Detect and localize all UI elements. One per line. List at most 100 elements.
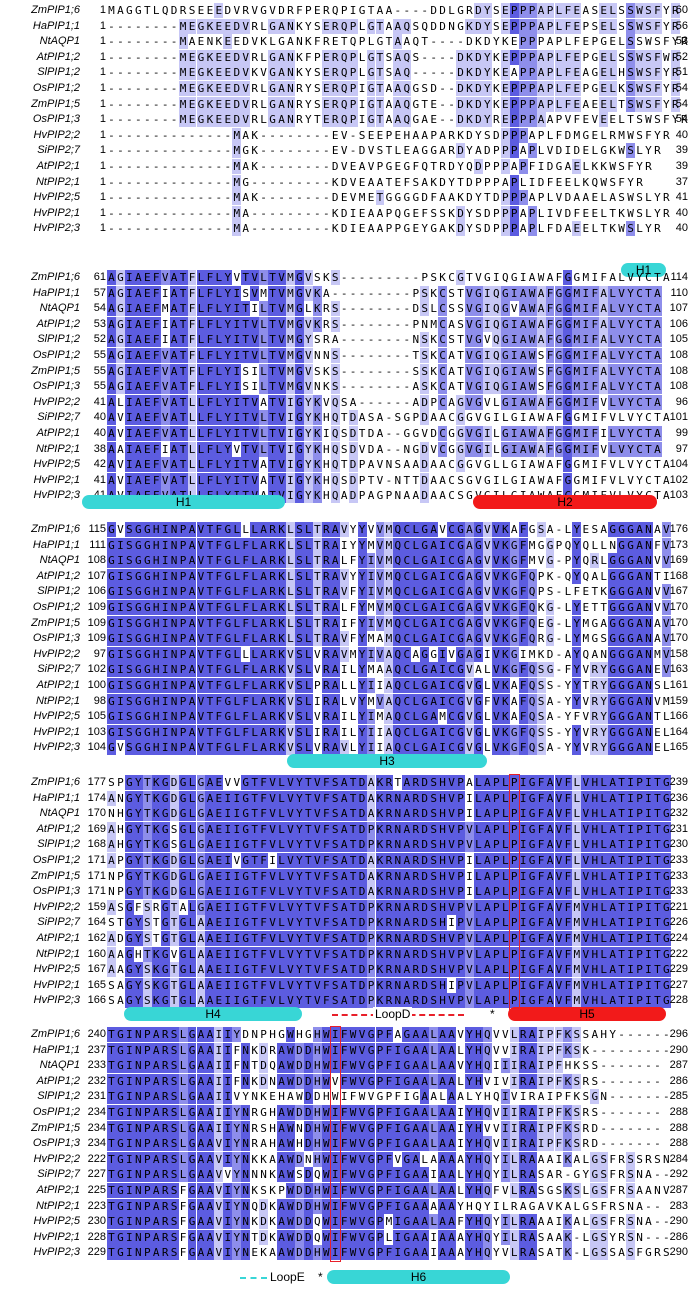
residue: N [286,18,295,34]
residue: M [367,538,376,553]
residue: N [644,740,653,756]
residue: P [518,34,528,50]
residue: V [339,740,349,756]
residue: Y [223,332,233,348]
residue: P [590,34,599,49]
residue: S [124,693,134,709]
residue: V [661,662,671,678]
residue: N [313,379,322,394]
residue: V [465,977,474,993]
residue: G [473,537,483,553]
sequence-name: HvPIP2;2 [0,128,80,143]
residue: L [617,457,626,472]
residue: N [393,962,403,978]
residue: W [321,1214,331,1230]
residue: A [581,97,590,112]
residue: R [152,900,161,915]
residue: D [303,1136,313,1152]
residue: H [151,553,161,569]
residue: R [250,97,259,112]
residue: F [339,1183,349,1198]
residue: G [366,1058,376,1074]
residue: L [214,270,224,285]
residue: I [500,1058,510,1074]
residue: F [653,538,662,553]
residue: H [590,977,600,993]
residue: G [124,868,134,884]
residue: G [420,693,430,709]
residue: H [438,915,448,931]
residue: T [653,270,662,285]
residue: G [366,1120,376,1136]
residue: V [653,600,662,615]
residue: V [312,931,322,946]
residue: L [232,600,242,615]
residue: S [653,678,662,693]
residue: A [545,931,555,946]
residue: E [187,18,197,34]
residue: A [107,301,116,317]
residue: A [608,270,617,285]
residue: S [572,1105,582,1120]
residue: F [205,379,215,395]
residue: T [142,868,152,884]
residue: A [107,441,116,457]
residue: D [357,868,367,884]
residue: A [518,332,528,348]
residue: I [124,285,134,301]
residue: P [456,977,465,993]
residue: K [563,1027,573,1042]
residue: A [518,363,528,379]
end-position: 284 [648,1152,688,1167]
residue: E [331,143,340,158]
residue: V [160,363,170,379]
residue: L [473,837,483,853]
end-position: 169 [648,553,688,568]
residue: G [456,600,465,615]
residue: D [259,1214,269,1230]
residue: P [545,18,555,34]
residue: Y [572,537,582,553]
residue: - [214,175,223,190]
residue: A [339,993,349,1009]
residue: D [294,1105,304,1120]
residue: - [349,332,358,347]
residue: A [429,615,439,631]
residue: P [509,977,519,993]
residue: M [286,301,295,317]
residue: A [205,1073,215,1089]
residue: L [501,410,510,425]
residue: D [294,1214,304,1230]
residue: E [331,128,340,143]
residue: A [447,1167,457,1183]
residue: - [152,81,161,96]
residue: G [456,410,465,426]
residue: L [303,600,313,615]
residue: D [303,1198,313,1214]
residue: H [438,806,448,822]
residue: I [160,600,170,615]
residue: L [187,962,197,978]
start-position: 109 [82,631,106,646]
residue: - [277,159,286,174]
residue: Y [420,221,429,236]
residue: K [151,775,161,790]
residue: - [608,1136,617,1151]
residue: V [312,837,322,853]
residue: F [518,522,528,537]
residue: H [322,442,331,457]
residue: L [617,112,626,127]
residue: R [384,837,394,853]
residue: - [555,662,564,677]
residue: F [652,65,662,81]
sequence-row: ZmPIP1;6 61 A G I A E F V A T F L F L Y V T V L T V M G V S K S - - - -… [0,270,692,285]
residue: R [670,81,680,96]
residue: P [527,221,537,237]
residue: I [286,488,295,504]
start-position: 1 [82,3,106,18]
residue: Q [501,270,510,285]
residue: L [340,553,349,568]
helix-h2: H2 [473,495,657,509]
residue: Y [572,553,582,569]
